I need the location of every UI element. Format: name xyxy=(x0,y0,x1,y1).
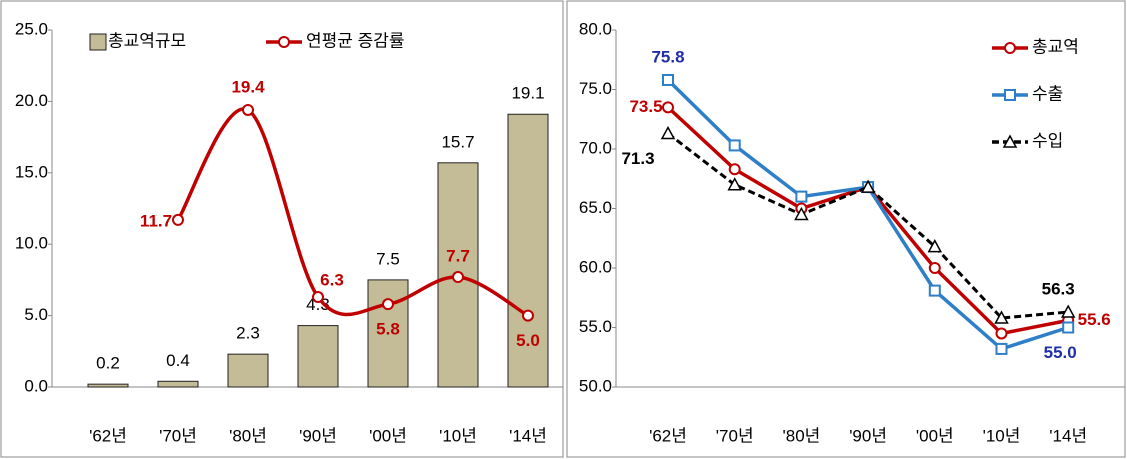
marker xyxy=(172,213,184,226)
x-tick-label: '80년 xyxy=(783,426,821,445)
marker xyxy=(1062,321,1075,334)
marker xyxy=(995,327,1008,340)
marker xyxy=(662,101,674,114)
marker xyxy=(994,310,1009,324)
legend-label: 총교역규모 xyxy=(108,31,186,50)
bar xyxy=(507,113,549,388)
y-tick-label: 55.0 xyxy=(579,317,612,336)
bar xyxy=(157,380,199,388)
series-line xyxy=(666,78,1069,351)
x-tick-label: '90년 xyxy=(299,426,337,445)
y-tick-label: 80.0 xyxy=(579,19,612,38)
legend-label: 수출 xyxy=(1032,84,1063,103)
value-label: 56.3 xyxy=(1042,280,1075,299)
y-tick-label: 25.0 xyxy=(15,19,48,38)
x-tick-label: '70년 xyxy=(716,426,754,445)
marker xyxy=(452,271,464,284)
legend-marker xyxy=(1004,89,1016,101)
value-label: 19.1 xyxy=(511,84,544,103)
marker xyxy=(728,163,741,176)
y-tick-label: 10.0 xyxy=(15,234,48,253)
y-tick-label: 0.0 xyxy=(24,376,48,395)
x-tick-label: '14년 xyxy=(1049,426,1087,445)
x-tick-label: '62년 xyxy=(89,426,127,445)
panel-border xyxy=(566,0,1126,458)
x-tick-label: '80년 xyxy=(229,426,267,445)
bar xyxy=(367,279,409,388)
x-tick-label: '62년 xyxy=(649,426,687,445)
marker xyxy=(860,179,876,193)
legend-marker xyxy=(278,36,290,48)
x-tick-label: '00년 xyxy=(916,426,954,445)
value-label: 4.3 xyxy=(306,295,330,314)
legend-swatch xyxy=(89,33,107,51)
marker xyxy=(728,139,741,152)
value-label: 55.0 xyxy=(1044,343,1077,362)
y-tick-label: 70.0 xyxy=(579,138,612,157)
value-label: 6.3 xyxy=(320,271,344,290)
y-tick-label: 20.0 xyxy=(15,91,48,110)
value-label: 0.4 xyxy=(166,351,190,370)
x-tick-label: '00년 xyxy=(369,426,407,445)
value-label: 71.3 xyxy=(621,149,654,168)
bar xyxy=(297,325,339,388)
marker xyxy=(660,125,676,140)
legend-marker xyxy=(1004,42,1016,54)
value-label: 73.5 xyxy=(629,97,662,116)
x-tick-label: '10년 xyxy=(439,426,477,445)
value-label: 15.7 xyxy=(441,132,474,151)
panel-border xyxy=(0,0,564,458)
y-tick-label: 65.0 xyxy=(579,198,612,217)
y-tick-label: 5.0 xyxy=(24,305,48,324)
x-tick-label: '10년 xyxy=(983,426,1021,445)
value-label: 11.7 xyxy=(140,211,172,230)
y-tick-label: 15.0 xyxy=(15,162,48,181)
marker xyxy=(382,298,394,311)
y-tick-label: 50.0 xyxy=(579,376,612,395)
legend-label: 총교역 xyxy=(1032,37,1079,56)
value-label: 0.2 xyxy=(96,354,120,373)
legend-label: 수입 xyxy=(1032,131,1063,150)
x-tick-label: '70년 xyxy=(159,426,197,445)
value-label: 19.4 xyxy=(231,77,265,96)
marker xyxy=(995,342,1008,355)
bar xyxy=(87,383,129,388)
value-label: 7.5 xyxy=(376,249,400,268)
value-label: 5.0 xyxy=(516,331,540,350)
marker xyxy=(927,239,943,253)
value-label: 5.8 xyxy=(376,320,400,339)
marker xyxy=(795,190,808,203)
marker xyxy=(928,284,941,297)
value-label: 7.7 xyxy=(446,247,470,266)
marker xyxy=(1060,304,1076,318)
marker xyxy=(242,103,254,116)
bar xyxy=(227,353,269,388)
marker xyxy=(794,206,809,221)
y-tick-label: 60.0 xyxy=(579,257,612,276)
marker xyxy=(662,73,674,86)
value-label: 55.6 xyxy=(1078,310,1111,329)
marker xyxy=(727,177,742,191)
legend-label: 연평균 증감률 xyxy=(306,31,405,50)
x-tick-label: '90년 xyxy=(849,426,887,445)
x-tick-label: '14년 xyxy=(509,426,547,445)
marker xyxy=(312,291,324,304)
legend-marker xyxy=(1002,134,1018,148)
value-label: 2.3 xyxy=(236,324,260,343)
y-tick-label: 75.0 xyxy=(579,79,612,98)
marker xyxy=(522,309,534,322)
marker xyxy=(928,262,941,274)
value-label: 75.8 xyxy=(651,47,684,66)
